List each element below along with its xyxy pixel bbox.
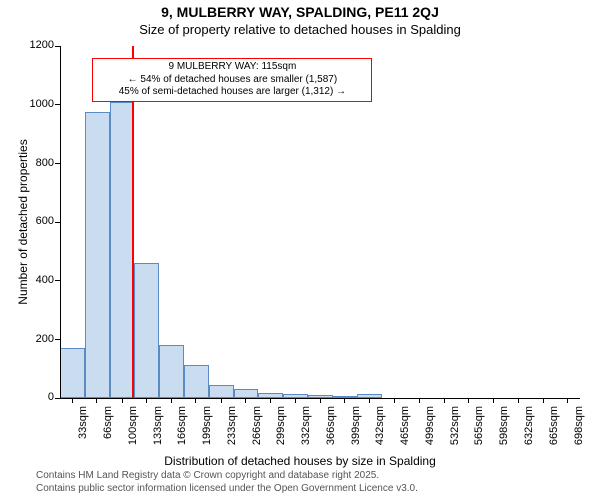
x-tick xyxy=(320,398,321,403)
x-tick xyxy=(96,398,97,403)
x-tick-label: 66sqm xyxy=(102,406,114,439)
plot-area: 02004006008001000120033sqm66sqm100sqm133… xyxy=(60,46,580,398)
x-tick-label: 133sqm xyxy=(152,406,164,445)
x-tick xyxy=(567,398,568,403)
x-tick xyxy=(122,398,123,403)
x-tick-label: 366sqm xyxy=(325,406,337,445)
footer-attribution: Contains HM Land Registry data © Crown c… xyxy=(36,470,418,495)
y-axis-line xyxy=(60,46,61,398)
footer-line: Contains HM Land Registry data © Crown c… xyxy=(36,470,418,483)
annotation-line: 45% of semi-detached houses are larger (… xyxy=(97,86,367,99)
x-tick xyxy=(270,398,271,403)
x-tick xyxy=(221,398,222,403)
x-tick xyxy=(369,398,370,403)
chart-title-line1: 9, MULBERRY WAY, SPALDING, PE11 2QJ xyxy=(0,4,600,20)
x-tick-label: 432sqm xyxy=(375,406,387,445)
x-tick xyxy=(468,398,469,403)
x-tick xyxy=(543,398,544,403)
y-tick-label: 0 xyxy=(18,391,54,403)
x-tick xyxy=(493,398,494,403)
x-tick xyxy=(245,398,246,403)
histogram-bar xyxy=(184,365,209,398)
x-tick-label: 698sqm xyxy=(573,406,585,445)
chart-container: 9, MULBERRY WAY, SPALDING, PE11 2QJ Size… xyxy=(0,0,600,500)
x-axis-label: Distribution of detached houses by size … xyxy=(0,454,600,468)
histogram-bar xyxy=(110,102,135,398)
footer-line: Contains public sector information licen… xyxy=(36,483,418,496)
annotation-line: ← 54% of detached houses are smaller (1,… xyxy=(97,74,367,87)
x-tick-label: 665sqm xyxy=(548,406,560,445)
x-tick xyxy=(72,398,73,403)
x-tick-label: 598sqm xyxy=(498,406,510,445)
x-tick xyxy=(518,398,519,403)
x-tick-label: 499sqm xyxy=(424,406,436,445)
x-tick xyxy=(419,398,420,403)
y-tick-label: 400 xyxy=(18,274,54,286)
histogram-bar xyxy=(159,345,184,398)
x-tick xyxy=(171,398,172,403)
y-tick-label: 200 xyxy=(18,333,54,345)
x-tick-label: 465sqm xyxy=(399,406,411,445)
x-tick-label: 332sqm xyxy=(300,406,312,445)
chart-title-line2: Size of property relative to detached ho… xyxy=(0,22,600,37)
x-tick xyxy=(146,398,147,403)
annotation-line: 9 MULBERRY WAY: 115sqm xyxy=(97,61,367,74)
y-tick-label: 600 xyxy=(18,215,54,227)
y-tick-label: 1000 xyxy=(18,98,54,110)
x-tick xyxy=(344,398,345,403)
x-tick xyxy=(394,398,395,403)
x-tick-label: 299sqm xyxy=(275,406,287,445)
x-tick-label: 100sqm xyxy=(127,406,139,445)
x-axis-line xyxy=(60,398,580,399)
x-tick-label: 532sqm xyxy=(449,406,461,445)
x-tick xyxy=(195,398,196,403)
histogram-bar xyxy=(85,112,110,398)
x-tick-label: 632sqm xyxy=(524,406,536,445)
x-tick xyxy=(295,398,296,403)
histogram-bar xyxy=(134,263,159,398)
histogram-bar xyxy=(209,385,234,398)
x-tick-label: 166sqm xyxy=(176,406,188,445)
histogram-bar xyxy=(60,348,85,398)
x-tick-label: 266sqm xyxy=(251,406,263,445)
y-tick-label: 800 xyxy=(18,157,54,169)
x-tick-label: 399sqm xyxy=(350,406,362,445)
x-tick-label: 233sqm xyxy=(226,406,238,445)
x-tick-label: 565sqm xyxy=(474,406,486,445)
y-tick-label: 1200 xyxy=(18,39,54,51)
x-tick xyxy=(444,398,445,403)
annotation-box: 9 MULBERRY WAY: 115sqm← 54% of detached … xyxy=(92,58,372,102)
x-tick-label: 33sqm xyxy=(77,406,89,439)
x-tick-label: 199sqm xyxy=(201,406,213,445)
